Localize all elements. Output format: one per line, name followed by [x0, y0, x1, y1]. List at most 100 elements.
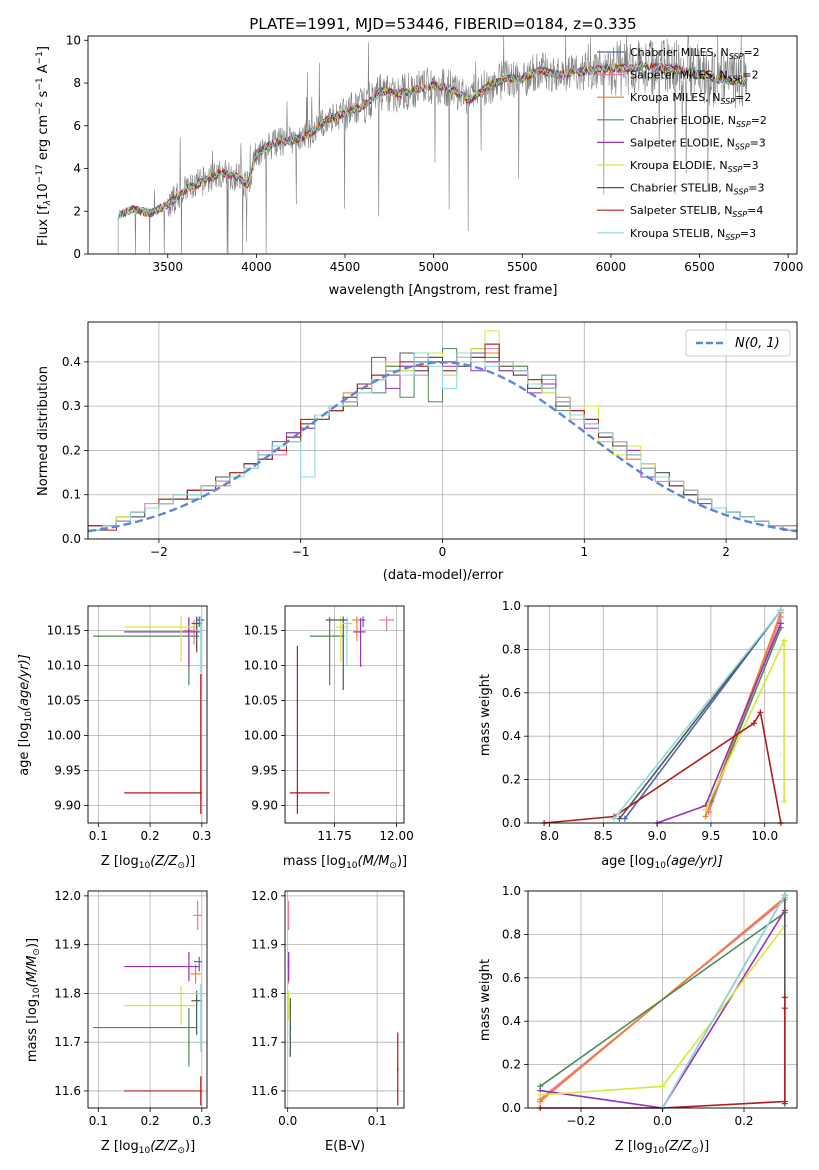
errorbar-point — [288, 1008, 291, 1057]
mass-weight-marker — [781, 892, 788, 899]
y-tick-label: 0.4 — [62, 355, 81, 369]
x-tick-label: 0.3 — [192, 1114, 211, 1128]
x-tick-label: 5500 — [507, 260, 538, 274]
mass-ebv-xlabel: E(B-V) — [325, 1139, 365, 1154]
x-tick-label: 9.0 — [648, 829, 667, 843]
errorbar-point — [287, 900, 290, 931]
x-tick-label: 2 — [722, 545, 730, 559]
y-tick-label: 9.90 — [54, 799, 81, 813]
x-tick-label: 5000 — [418, 260, 449, 274]
y-tick-label: 2 — [73, 204, 81, 218]
x-tick-label: 10.0 — [751, 829, 778, 843]
x-tick-label: 11.75 — [317, 829, 351, 843]
axes-frame — [87, 35, 798, 255]
axes-frame — [87, 321, 798, 540]
errorbar-point — [124, 1076, 202, 1106]
mass-weight-line — [661, 894, 786, 1109]
mass-weight-marker — [611, 815, 618, 822]
x-tick-label: 4000 — [241, 260, 272, 274]
errorbar-point — [191, 990, 202, 1035]
errorbar-point — [190, 964, 201, 984]
legend-entry: Salpeter MILES, NSSP=2 — [630, 69, 759, 84]
y-tick-label: 11.9 — [251, 938, 278, 952]
x-tick-label: 9.5 — [701, 829, 720, 843]
residual-histogram-panel: −2 −1 0 1 2 0.0 0.1 0.2 0.3 0.4 (data-model)/erro… — [36, 321, 798, 583]
errorbar-point — [287, 951, 290, 982]
errorbar-point — [124, 951, 200, 982]
x-tick-label: 3500 — [152, 260, 183, 274]
y-tick-label: 10.05 — [47, 694, 81, 708]
errorbar-point — [124, 616, 200, 662]
y-tick-label: 0.6 — [502, 686, 521, 700]
mass-weight-marker — [781, 637, 788, 644]
errorbar-point — [287, 990, 290, 1021]
mass-vs-metallicity-panel: 0.1 0.2 0.3 11.6 11.7 11.8 11.9 12.0 Z [log10(Z… — [25, 889, 211, 1156]
errorbar-point — [325, 616, 349, 690]
normal-reference-curve — [87, 361, 798, 533]
x-tick-label: 0 — [439, 545, 447, 559]
mass-weight-marker — [616, 815, 623, 822]
spectrum-xlabel: wavelength [Angstrom, rest frame] — [329, 283, 558, 298]
mass-weight-line — [539, 912, 786, 1087]
y-tick-label: 11.8 — [54, 986, 81, 1000]
y-tick-label: 0.2 — [62, 443, 81, 457]
y-tick-label: 10.15 — [244, 624, 278, 638]
mass-weight-marker — [702, 806, 709, 813]
errorbar-point — [195, 983, 202, 1052]
y-tick-label: 10.15 — [47, 624, 81, 638]
axes-frame — [284, 890, 405, 1109]
y-tick-label: 10 — [66, 33, 81, 47]
y-tick-label: 9.95 — [54, 764, 81, 778]
mass-weight-marker — [537, 1098, 544, 1105]
weight-z-xlabel: Z [log10(Z/Z⊙)] — [615, 1139, 709, 1156]
histogram-legend: N(0, 1) — [685, 329, 791, 357]
mass-weight-marker — [781, 1098, 788, 1105]
y-tick-label: 11.6 — [251, 1084, 278, 1098]
errorbar-point — [93, 1008, 197, 1067]
model-spectrum — [117, 60, 747, 220]
weight-age-xlabel: age [log10(age/yr)] — [601, 854, 723, 871]
x-tick-label: 0.1 — [368, 1114, 387, 1128]
x-tick-label: 4500 — [330, 260, 361, 274]
age-mass-xlabel: mass [log10(M/M⊙)] — [283, 854, 407, 871]
y-tick-label: 0.0 — [502, 816, 521, 830]
y-tick-label: 8 — [73, 76, 81, 90]
errorbar-point — [191, 616, 202, 652]
legend-entry: Chabrier STELIB, NSSP=3 — [630, 182, 764, 197]
mass-weight-line — [708, 616, 782, 813]
legend-entry: Kroupa ELODIE, NSSP=3 — [630, 159, 759, 174]
y-tick-label: 11.9 — [54, 938, 81, 952]
y-tick-label: 0.2 — [502, 773, 521, 787]
y-tick-label: 0 — [73, 247, 81, 261]
x-tick-label: 0.0 — [653, 1114, 672, 1128]
x-tick-label: −2 — [150, 545, 168, 559]
x-tick-label: 0.2 — [734, 1114, 753, 1128]
spectrum-panel: PLATE=1991, MJD=53446, FIBERID=0184, z=0… — [35, 15, 803, 298]
y-tick-label: 0.2 — [502, 1058, 521, 1072]
x-tick-label: 8.0 — [540, 829, 559, 843]
errorbar-point — [396, 1032, 399, 1106]
y-tick-label: 11.7 — [54, 1035, 81, 1049]
mass-weight-marker — [777, 620, 784, 627]
mass-weight-marker — [621, 815, 628, 822]
y-tick-label: 10.00 — [244, 729, 278, 743]
errorbar-point — [309, 617, 345, 686]
mass-weight-vs-age-panel: 8.0 8.5 9.0 9.5 10.0 0.0 0.2 0.4 0.6 0.8 1.0 age [… — [478, 599, 798, 871]
axes-frame — [527, 605, 798, 824]
x-tick-label: 0.1 — [89, 829, 108, 843]
mass-z-ylabel: mass [log10(M/M⊙)] — [25, 938, 42, 1062]
y-tick-label: 1.0 — [502, 884, 521, 898]
y-tick-label: 0.6 — [502, 971, 521, 985]
y-tick-label: 4 — [73, 162, 81, 176]
y-tick-label: 0.4 — [502, 729, 521, 743]
model-spectrum — [117, 60, 747, 221]
mass-weight-marker — [777, 607, 784, 614]
axes-frame — [284, 605, 405, 824]
y-tick-label: 0.8 — [502, 642, 521, 656]
legend-entry: Kroupa STELIB, NSSP=3 — [630, 227, 756, 242]
errorbar-point — [124, 617, 200, 667]
weight-age-ylabel: mass weight — [478, 674, 493, 756]
x-tick-label: 12.00 — [379, 829, 413, 843]
histogram-ylabel: Normed distribution — [36, 366, 51, 496]
